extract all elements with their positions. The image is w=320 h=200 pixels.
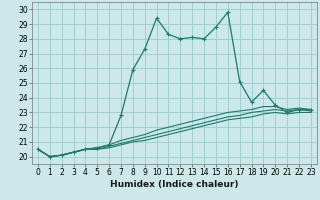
X-axis label: Humidex (Indice chaleur): Humidex (Indice chaleur) — [110, 180, 239, 189]
